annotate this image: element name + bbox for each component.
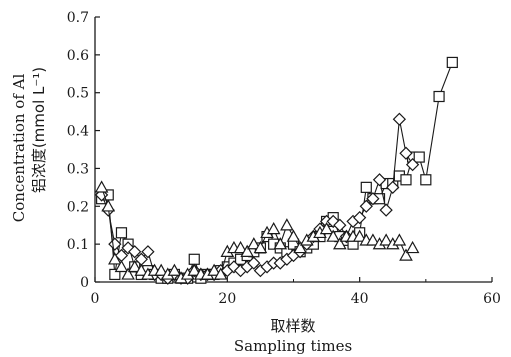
diamond-marker	[366, 192, 380, 206]
square-marker	[400, 174, 412, 186]
triangle-marker	[286, 229, 301, 242]
y-axis-label-en: Concentration of Al	[10, 74, 28, 223]
y-tick-label: 0.5	[67, 86, 89, 102]
triangle-marker	[319, 221, 334, 235]
y-axis-label-cn: 铝浓度(mmol L⁻¹)	[30, 67, 48, 193]
x-tick-label: 0	[91, 291, 100, 307]
y-tick-label: 0.7	[67, 10, 89, 26]
triangle-marker	[266, 221, 281, 235]
diamond-marker	[94, 188, 109, 202]
triangle-marker	[154, 263, 168, 276]
y-tick-label: 0.3	[67, 161, 89, 177]
series-diamond	[94, 112, 420, 285]
triangle-marker	[326, 229, 341, 242]
triangle-marker	[187, 263, 202, 276]
square-marker	[115, 227, 128, 239]
x-tick-label: 20	[218, 291, 236, 307]
square-marker	[109, 268, 121, 281]
triangle-marker	[293, 240, 307, 254]
square-marker	[433, 90, 445, 103]
diamond-marker	[379, 203, 393, 217]
y-tick-label: 0.4	[67, 124, 89, 140]
y-tick-label: 0	[80, 275, 89, 291]
triangle-marker	[101, 199, 116, 212]
triangle-marker	[405, 240, 420, 254]
diamond-marker	[247, 256, 261, 270]
square-marker	[188, 253, 200, 265]
diamond-marker	[121, 241, 135, 255]
triangle-marker	[167, 263, 182, 276]
triangle-marker	[114, 259, 129, 273]
triangle-marker	[240, 244, 255, 257]
triangle-marker	[379, 233, 393, 246]
y-tick-label: 0.2	[67, 199, 89, 215]
triangle-marker	[273, 237, 288, 250]
diamond-marker	[333, 218, 347, 232]
triangle-marker	[213, 267, 228, 280]
series-triangle	[94, 180, 420, 284]
square-marker	[446, 56, 458, 69]
diamond-marker	[353, 210, 367, 225]
triangle-marker	[233, 240, 248, 254]
axes: 0 0.1 0.2 0.3 0.4 0.5 0.6 0.7 0 20 40 60	[67, 10, 501, 307]
triangle-marker	[366, 233, 380, 246]
diamond-marker	[359, 199, 373, 213]
triangle-marker	[352, 229, 367, 242]
square-marker	[420, 174, 432, 186]
triangle-marker	[94, 180, 109, 193]
triangle-marker	[399, 248, 413, 261]
diamond-marker	[399, 146, 413, 160]
triangle-marker	[121, 267, 135, 280]
diamond-marker	[386, 180, 400, 195]
y-tick-label: 0.6	[67, 48, 89, 64]
x-tick-label: 60	[483, 291, 501, 307]
triangle-marker	[280, 218, 294, 231]
diamond-marker	[405, 157, 420, 172]
diamond-marker	[227, 260, 241, 274]
triangle-marker	[392, 233, 407, 246]
diamond-marker	[128, 245, 142, 259]
triangle-marker	[207, 263, 221, 276]
square-marker	[413, 151, 425, 163]
diamond-marker	[141, 245, 155, 259]
square-marker	[360, 181, 372, 193]
triangle-marker	[332, 237, 347, 250]
diamond-marker	[392, 112, 407, 126]
triangle-marker	[134, 263, 149, 276]
diamond-marker	[372, 173, 387, 187]
x-axis-label: Sampling times	[234, 337, 352, 355]
triangle-marker	[127, 259, 142, 273]
x-axis-label-cn: 取样数	[270, 317, 315, 335]
triangle-marker	[253, 240, 268, 254]
series-layer	[94, 56, 458, 285]
y-tick-label: 0.1	[67, 237, 89, 253]
x-tick-label: 40	[351, 291, 369, 307]
triangle-marker	[246, 237, 261, 250]
diamond-marker	[326, 214, 340, 229]
diamond-marker	[108, 237, 122, 251]
triangle-marker	[108, 252, 122, 265]
